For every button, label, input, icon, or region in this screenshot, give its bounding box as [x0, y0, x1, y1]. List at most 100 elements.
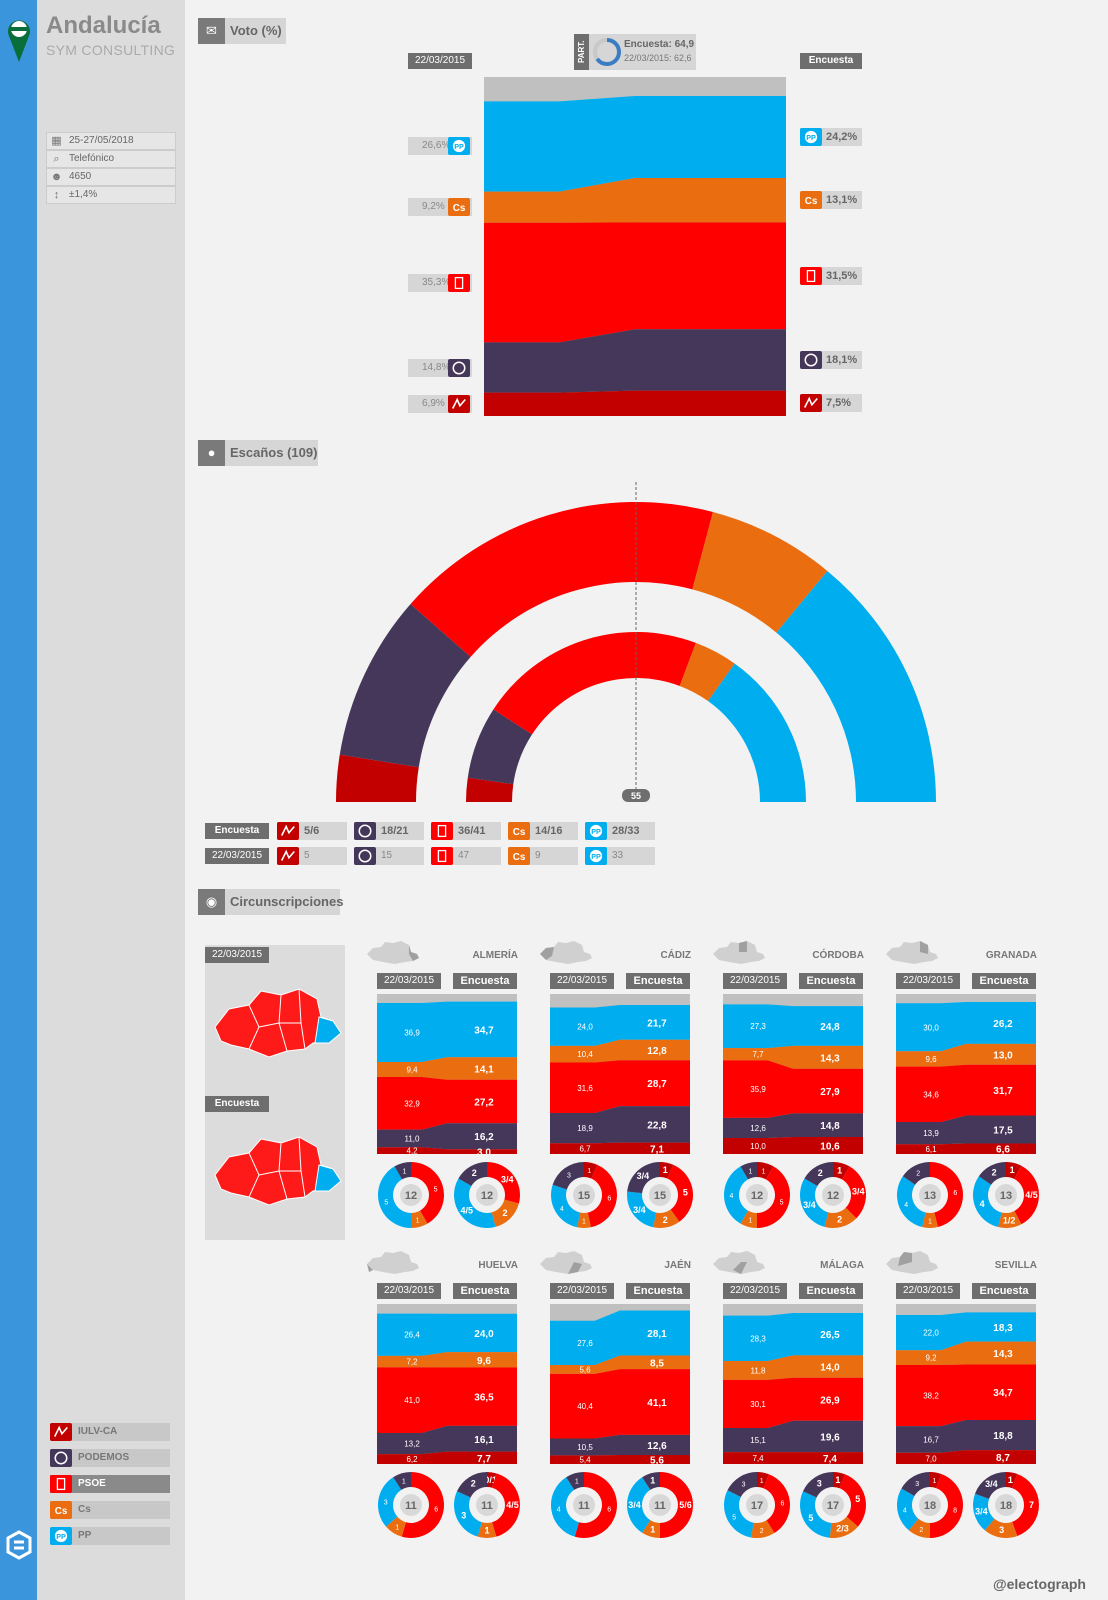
district-vote-band-psoe — [723, 1377, 863, 1428]
district-prev-value: 5,4 — [579, 1456, 591, 1464]
district-curr-value: 13,0 — [993, 1050, 1013, 1061]
donut-slice-label: 1 — [650, 1524, 655, 1534]
seats-curr-pp: PP 28/33 — [585, 822, 655, 840]
district-prev-value: 15,1 — [750, 1436, 766, 1445]
district-vote-band-psoe — [377, 1077, 517, 1130]
district-prev-value: 7,4 — [752, 1454, 764, 1463]
legend-label: IULV-CA — [78, 1426, 118, 1437]
district-prev-label: 22/03/2015 — [723, 973, 787, 989]
legend-item-iulv-ca: IULV-CA — [50, 1423, 170, 1441]
district-curr-label: Encuesta — [799, 1283, 863, 1299]
meta-calendar: ▦ 25-27/05/2018 — [46, 132, 176, 150]
legend-logo-cs-icon: Cs — [50, 1501, 72, 1519]
donut-slice-label: 4 — [730, 1193, 734, 1200]
donut-slice-podemos — [566, 1472, 584, 1490]
district-vote-band-iulv-ca — [550, 1142, 690, 1154]
donut-total-seats: 13 — [924, 1190, 936, 1202]
vote-prev-podemos: 14,8% — [408, 358, 472, 377]
donut-slice-psoe — [667, 1164, 693, 1222]
donut-slice-label: 3/4 — [633, 1205, 646, 1215]
district-curr-value: 6,6 — [996, 1145, 1010, 1154]
district-vote-band-cs — [377, 1057, 517, 1080]
district-prev-value: 9,2 — [925, 1354, 937, 1363]
svg-text:PP: PP — [591, 852, 601, 861]
vote-band-iulv-ca — [484, 390, 786, 416]
legend-label: Cs — [78, 1504, 91, 1515]
district-3: GRANADA 22/03/2015 Encuesta 30,0 26,2 9,6 13,0… — [884, 940, 1048, 1240]
district-prev-value: 6,1 — [925, 1145, 937, 1154]
vote-band-pp — [484, 95, 786, 192]
participation-current: Encuesta: 64,9 — [624, 39, 695, 50]
donut-slice-label: 3/4 — [975, 1507, 988, 1517]
donut-slice-label: 6 — [953, 1190, 957, 1197]
donut-slice-podemos — [804, 1162, 833, 1186]
donut-slice-psoe — [930, 1162, 963, 1228]
legend-logo-pp-icon: PP — [50, 1527, 72, 1545]
district-vote-band-podemos — [723, 1113, 863, 1138]
vote-curr-value: 13,1% — [826, 194, 858, 207]
district-prev-donut: 1 6 1 4 3 15 — [551, 1162, 617, 1228]
donut-slice-psoe — [487, 1162, 520, 1204]
vote-curr-psoe: 31,5% — [800, 266, 862, 285]
vote-curr-podemos: 18,1% — [800, 350, 862, 369]
district-curr-label: Encuesta — [453, 973, 517, 989]
district-prev-label: 22/03/2015 — [377, 973, 441, 989]
seats-value: 5 — [304, 850, 310, 861]
donut-slice-pp — [724, 1166, 748, 1224]
district-prev-value: 10,4 — [577, 1050, 593, 1059]
district-prev-value: 31,6 — [577, 1084, 593, 1093]
donut-slice-cs — [829, 1516, 858, 1538]
donut-slice-cs — [922, 1212, 938, 1228]
donut-total-seats: 17 — [751, 1500, 763, 1512]
donut-slice-label: 3 — [999, 1525, 1004, 1535]
seats-curr-logo-podemos-icon — [354, 822, 376, 840]
district-vote-band-psoe — [550, 1060, 690, 1114]
donut-slice-label: 1 — [663, 1165, 668, 1175]
meta-search: ⌕ Telefónico — [46, 150, 176, 168]
district-curr-donut: 1 7 3 3/4 3/4 18 — [973, 1472, 1039, 1538]
donut-slice-pp — [551, 1184, 581, 1228]
svg-text:PP: PP — [56, 1532, 66, 1541]
district-vote-band-cs — [723, 1045, 863, 1069]
meta-people: ☻ 4650 — [46, 168, 176, 186]
district-curr-value: 14,0 — [820, 1363, 840, 1374]
vote-prev-iulv-ca: 6,9% — [408, 395, 472, 414]
district-vote-band-iulv-ca — [723, 1452, 863, 1464]
section-seats-title: Escaños (109) — [230, 445, 318, 460]
seats-value: 28/33 — [612, 825, 640, 837]
district-area-chart: 30,0 26,2 9,6 13,0 34,6 31,7 13,9 17,5 6,1 6,6 — [896, 994, 1036, 1154]
donut-slice-psoe — [930, 1473, 963, 1538]
seats-prev-cs: Cs 9 — [508, 847, 578, 865]
donut-slice-label: 1/2 — [1003, 1215, 1016, 1225]
seats-value: 18/21 — [381, 825, 409, 837]
seats-prev-logo-cs-icon: Cs — [508, 847, 530, 865]
seats-outer-arc-iulv-ca — [336, 754, 419, 802]
vote-prev-logo-cs-icon: Cs — [448, 198, 470, 217]
people-icon: ☻ — [50, 171, 63, 183]
donut-slice-label: 1 — [402, 1479, 406, 1486]
donut-slice-podemos — [802, 1472, 833, 1498]
donut-slice-label: 1 — [1010, 1165, 1015, 1175]
donut-slice-label: 1 — [587, 1168, 591, 1175]
district-prev-value: 28,3 — [750, 1334, 766, 1343]
donut-total-seats: 15 — [654, 1190, 666, 1202]
district-name: SEVILLA — [994, 1260, 1037, 1271]
seats-inner-arc-pp — [708, 663, 806, 802]
district-vote-band-pp — [723, 1004, 863, 1049]
legend-item-psoe: PSOE — [50, 1475, 170, 1493]
donut-slice-pp — [627, 1477, 651, 1533]
seats-curr-logo-psoe-icon — [431, 822, 453, 840]
district-curr-value: 34,7 — [993, 1388, 1013, 1399]
district-5: JAÉN 22/03/2015 Encuesta 27,6 28,1 5,6 8,5 40,4… — [538, 1250, 702, 1550]
donut-slice-label: 1 — [416, 1218, 420, 1225]
donut-slice-cs — [998, 1210, 1022, 1228]
donut-slice-label: 4/5 — [506, 1500, 519, 1510]
district-map-icon — [540, 941, 592, 964]
donut-slice-psoe — [1012, 1473, 1039, 1537]
district-curr-value: 21,7 — [647, 1018, 667, 1029]
donut-slice-label: 3 — [742, 1481, 746, 1488]
donut-slice-podemos — [978, 1162, 1006, 1185]
donut-slice-label: 1 — [484, 1526, 489, 1536]
district-name: CÁDIZ — [660, 950, 691, 961]
